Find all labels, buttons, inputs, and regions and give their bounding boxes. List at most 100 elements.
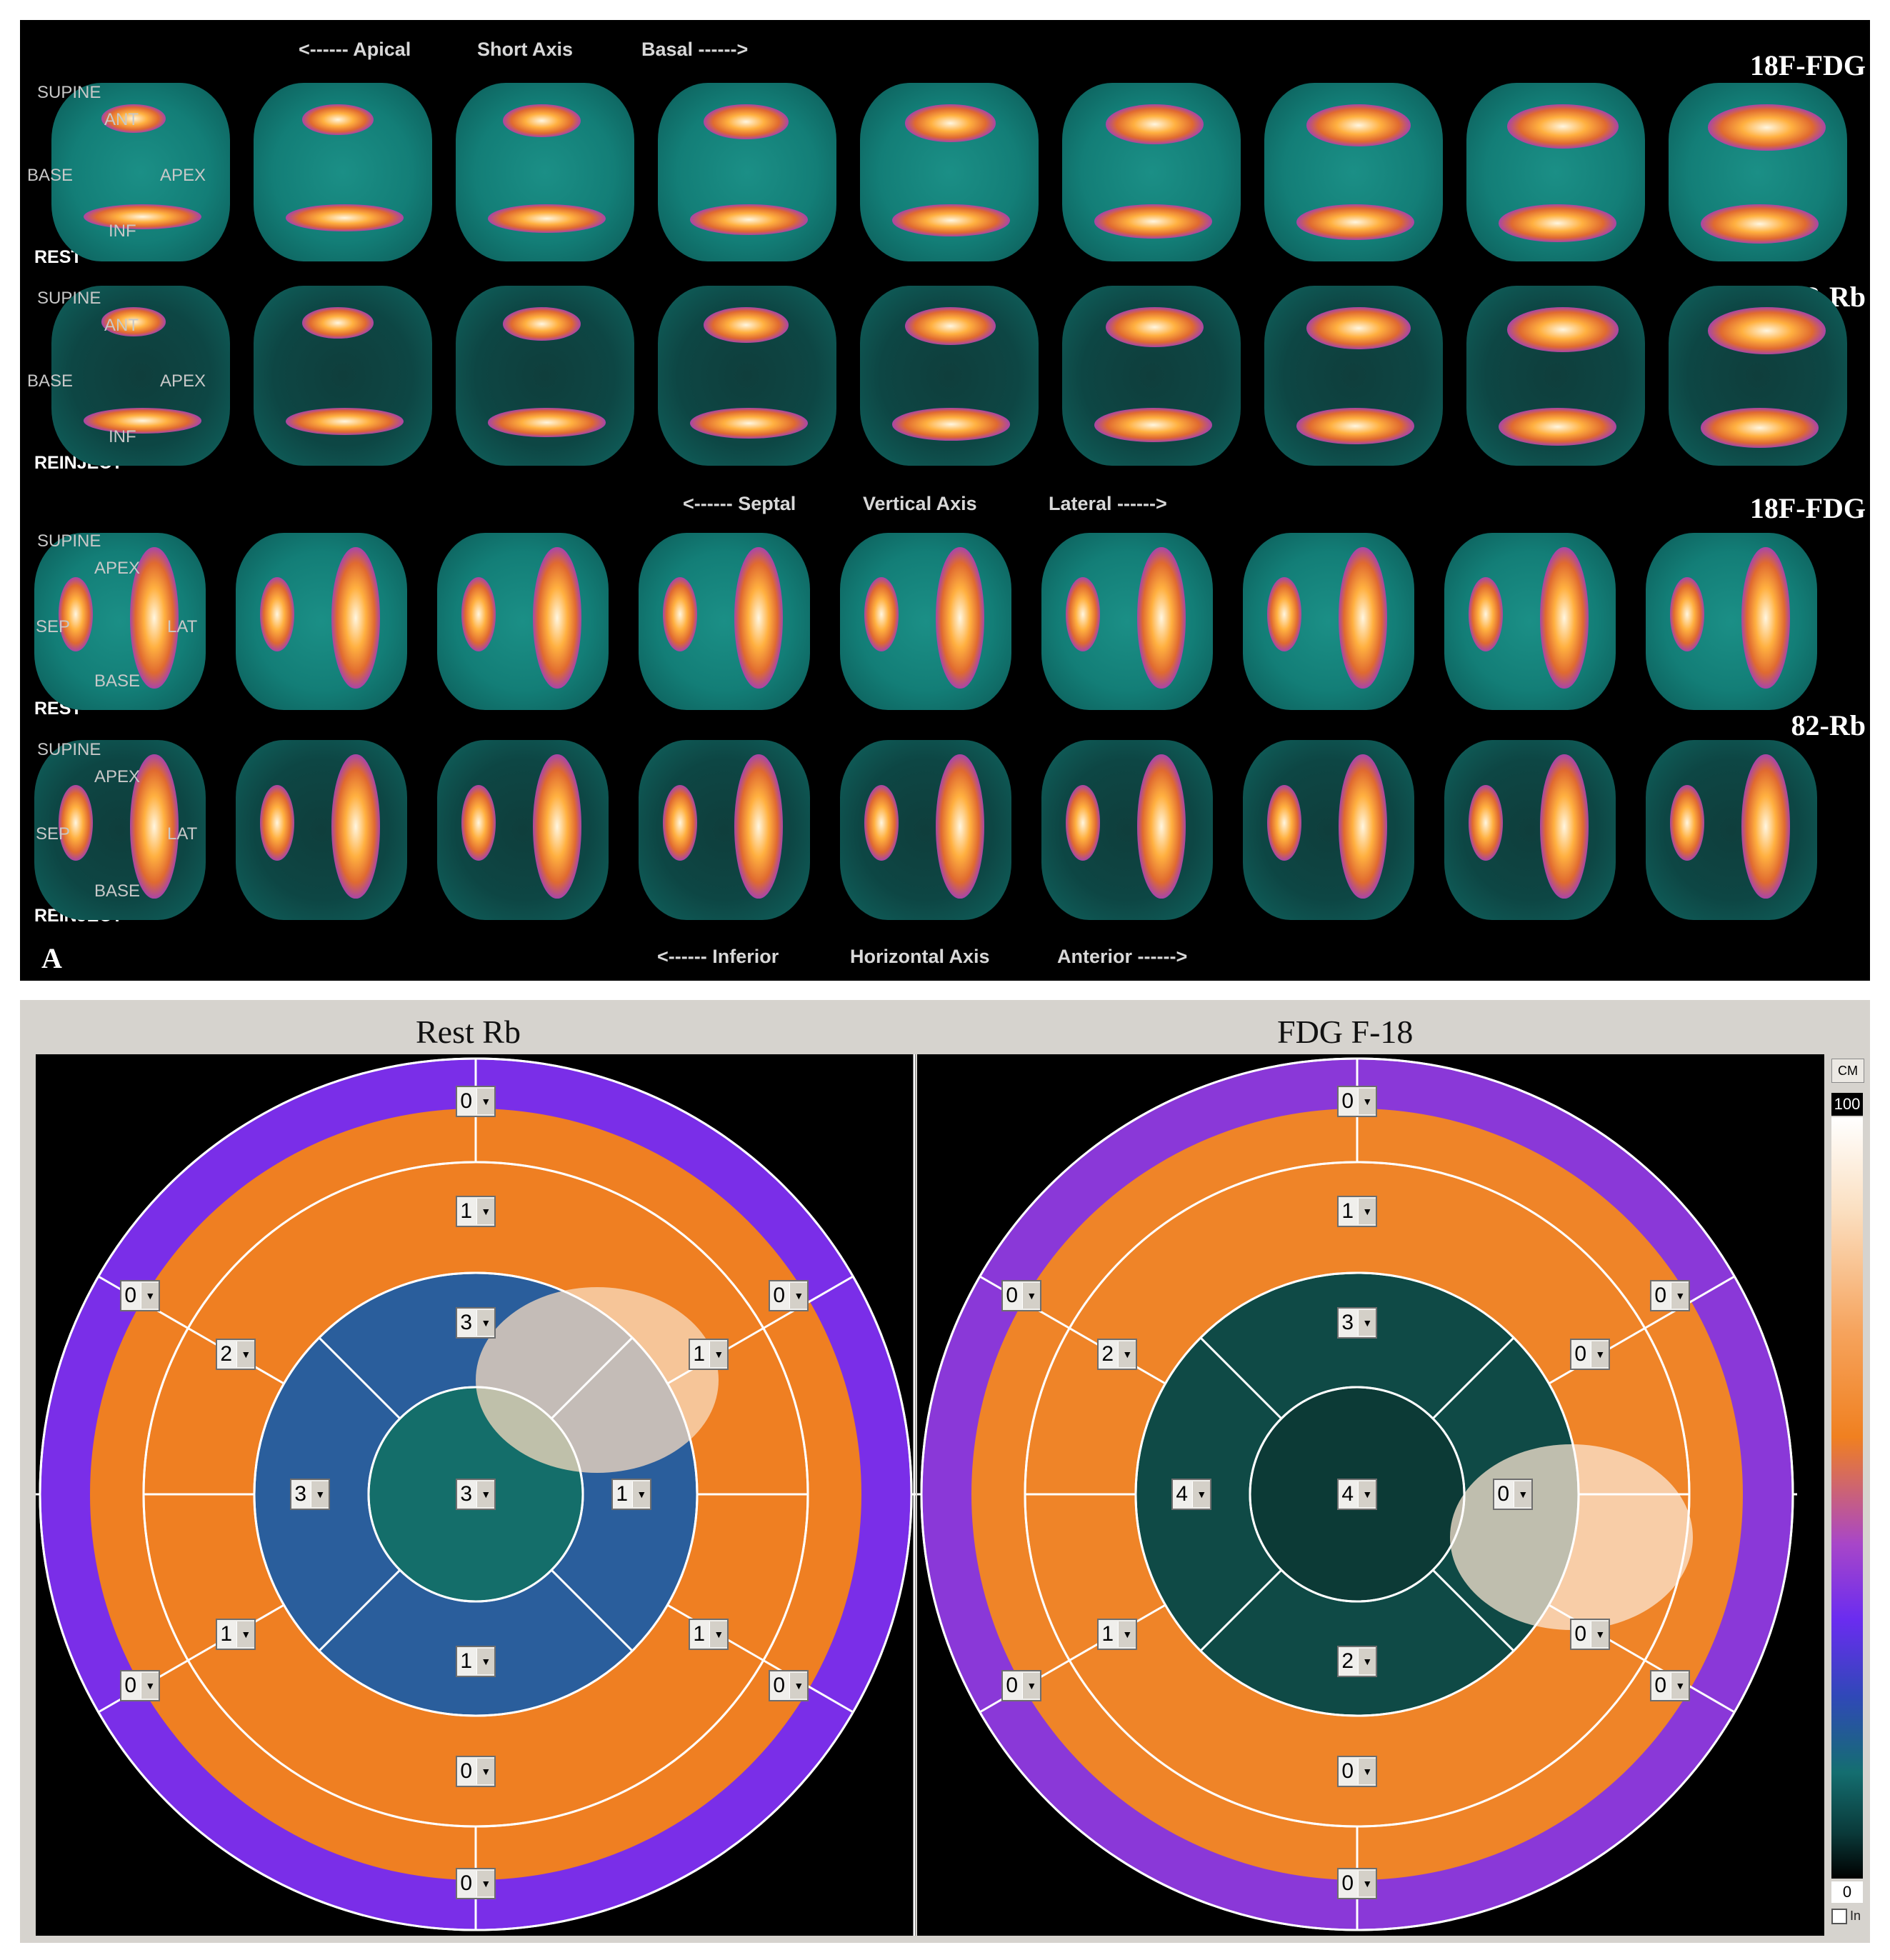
colormap-button[interactable]: CM (1831, 1059, 1864, 1083)
segment-divider (551, 1569, 634, 1652)
slice-image (1264, 83, 1443, 261)
row2-orient-upper: ANT (104, 316, 139, 335)
chevron-down-icon[interactable]: ▼ (1358, 1649, 1376, 1674)
segment-score-select[interactable]: 0 ▼ (1570, 1619, 1610, 1650)
short-axis-left-label: <------ Apical (299, 39, 411, 60)
segment-score-select[interactable]: 1 ▼ (456, 1196, 496, 1227)
slice-image (840, 533, 1011, 710)
segment-score-value: 0 (773, 1284, 786, 1307)
segment-score-select[interactable]: 0 ▼ (769, 1280, 809, 1311)
segment-score-select[interactable]: 3 ▼ (290, 1479, 330, 1510)
segment-score-select[interactable]: 0 ▼ (120, 1670, 160, 1701)
chevron-down-icon[interactable]: ▼ (1671, 1283, 1689, 1309)
chevron-down-icon[interactable]: ▼ (236, 1621, 254, 1647)
uptake-region (704, 307, 789, 343)
segment-score-select[interactable]: 4 ▼ (1171, 1479, 1211, 1510)
segment-score-select[interactable]: 3 ▼ (456, 1479, 496, 1510)
chevron-down-icon[interactable]: ▼ (311, 1481, 329, 1507)
segment-score-select[interactable]: 1 ▼ (1337, 1196, 1377, 1227)
segment-score-select[interactable]: 0 ▼ (1001, 1670, 1041, 1701)
short-axis-right-label: Basal ------> (641, 39, 749, 60)
chevron-down-icon[interactable]: ▼ (1358, 1310, 1376, 1336)
slice-image (1466, 286, 1645, 466)
chevron-down-icon[interactable]: ▼ (709, 1341, 727, 1367)
segment-score-select[interactable]: 0 ▼ (1650, 1280, 1690, 1311)
chevron-down-icon[interactable]: ▼ (476, 1199, 494, 1224)
chevron-down-icon[interactable]: ▼ (1591, 1621, 1609, 1647)
row1-orient-lower: INF (109, 221, 136, 241)
segment-score-select[interactable]: 4 ▼ (1337, 1479, 1377, 1510)
segment-score-select[interactable]: 1 ▼ (689, 1339, 729, 1370)
colorbar-checkbox[interactable] (1831, 1909, 1847, 1924)
segment-score-select[interactable]: 3 ▼ (456, 1307, 496, 1339)
chevron-down-icon[interactable]: ▼ (1358, 1759, 1376, 1784)
chevron-down-icon[interactable]: ▼ (1591, 1341, 1609, 1367)
chevron-down-icon[interactable]: ▼ (141, 1673, 159, 1699)
segment-score-select[interactable]: 1 ▼ (216, 1619, 256, 1650)
row2-orient-lower: INF (109, 427, 136, 446)
slice-image (254, 83, 432, 261)
uptake-region (1137, 754, 1186, 899)
segment-score-select[interactable]: 0 ▼ (769, 1670, 809, 1701)
chevron-down-icon[interactable]: ▼ (1192, 1481, 1210, 1507)
chevron-down-icon[interactable]: ▼ (1514, 1481, 1531, 1507)
segment-score-select[interactable]: 0 ▼ (456, 1086, 496, 1117)
segment-score-select[interactable]: 2 ▼ (1337, 1646, 1377, 1677)
segment-score-select[interactable]: 0 ▼ (456, 1868, 496, 1899)
segment-score-select[interactable]: 0 ▼ (1570, 1339, 1610, 1370)
chevron-down-icon[interactable]: ▼ (476, 1310, 494, 1336)
segment-score-select[interactable]: 0 ▼ (1001, 1280, 1041, 1311)
chevron-down-icon[interactable]: ▼ (476, 1649, 494, 1674)
segment-score-select[interactable]: 0 ▼ (1337, 1868, 1377, 1899)
chevron-down-icon[interactable]: ▼ (632, 1481, 650, 1507)
chevron-down-icon[interactable]: ▼ (1022, 1283, 1040, 1309)
chevron-down-icon[interactable]: ▼ (476, 1481, 494, 1507)
chevron-down-icon[interactable]: ▼ (1358, 1481, 1376, 1507)
chevron-down-icon[interactable]: ▼ (476, 1759, 494, 1784)
chevron-down-icon[interactable]: ▼ (1358, 1199, 1376, 1224)
chevron-down-icon[interactable]: ▼ (476, 1089, 494, 1114)
uptake-region (1266, 785, 1301, 861)
chevron-down-icon[interactable]: ▼ (1358, 1089, 1376, 1114)
chevron-down-icon[interactable]: ▼ (1022, 1673, 1040, 1699)
slice-image (254, 286, 432, 466)
chevron-down-icon[interactable]: ▼ (789, 1673, 807, 1699)
segment-score-select[interactable]: 2 ▼ (1097, 1339, 1137, 1370)
segment-score-select[interactable]: 0 ▼ (1337, 1756, 1377, 1787)
chevron-down-icon[interactable]: ▼ (1118, 1341, 1136, 1367)
segment-score-select[interactable]: 0 ▼ (456, 1756, 496, 1787)
uptake-region (331, 754, 380, 899)
chevron-down-icon[interactable]: ▼ (1671, 1673, 1689, 1699)
segment-divider (1199, 1336, 1282, 1419)
slice-image (236, 740, 407, 920)
segment-score-value: 0 (1574, 1342, 1587, 1366)
chevron-down-icon[interactable]: ▼ (709, 1621, 727, 1647)
segment-score-select[interactable]: 0 ▼ (1650, 1670, 1690, 1701)
segment-score-select[interactable]: 1 ▼ (689, 1619, 729, 1650)
segment-score-select[interactable]: 1 ▼ (611, 1479, 651, 1510)
uptake-region (662, 785, 697, 861)
uptake-region (302, 307, 374, 339)
chevron-down-icon[interactable]: ▼ (789, 1283, 807, 1309)
slice-image (51, 286, 230, 466)
chevron-down-icon[interactable]: ▼ (1358, 1871, 1376, 1896)
uptake-region (101, 104, 166, 133)
segment-score-select[interactable]: 0 ▼ (1493, 1479, 1533, 1510)
chevron-down-icon[interactable]: ▼ (476, 1871, 494, 1896)
uptake-region (936, 546, 984, 689)
segment-score-select[interactable]: 0 ▼ (120, 1280, 160, 1311)
slice-image (639, 533, 810, 710)
segment-divider (1199, 1569, 1282, 1652)
row4-orient-lower: BASE (94, 881, 141, 901)
colorbar-checkbox-label: In (1850, 1909, 1861, 1923)
segment-score-select[interactable]: 1 ▼ (1097, 1619, 1137, 1650)
segment-score-select[interactable]: 2 ▼ (216, 1339, 256, 1370)
chevron-down-icon[interactable]: ▼ (236, 1341, 254, 1367)
vertical-axis-right-label: Lateral ------> (1049, 493, 1167, 514)
row4-tracer-label: 82-Rb (1791, 709, 1866, 741)
chevron-down-icon[interactable]: ▼ (1118, 1621, 1136, 1647)
segment-score-select[interactable]: 1 ▼ (456, 1646, 496, 1677)
segment-score-select[interactable]: 0 ▼ (1337, 1086, 1377, 1117)
segment-score-select[interactable]: 3 ▼ (1337, 1307, 1377, 1339)
chevron-down-icon[interactable]: ▼ (141, 1283, 159, 1309)
